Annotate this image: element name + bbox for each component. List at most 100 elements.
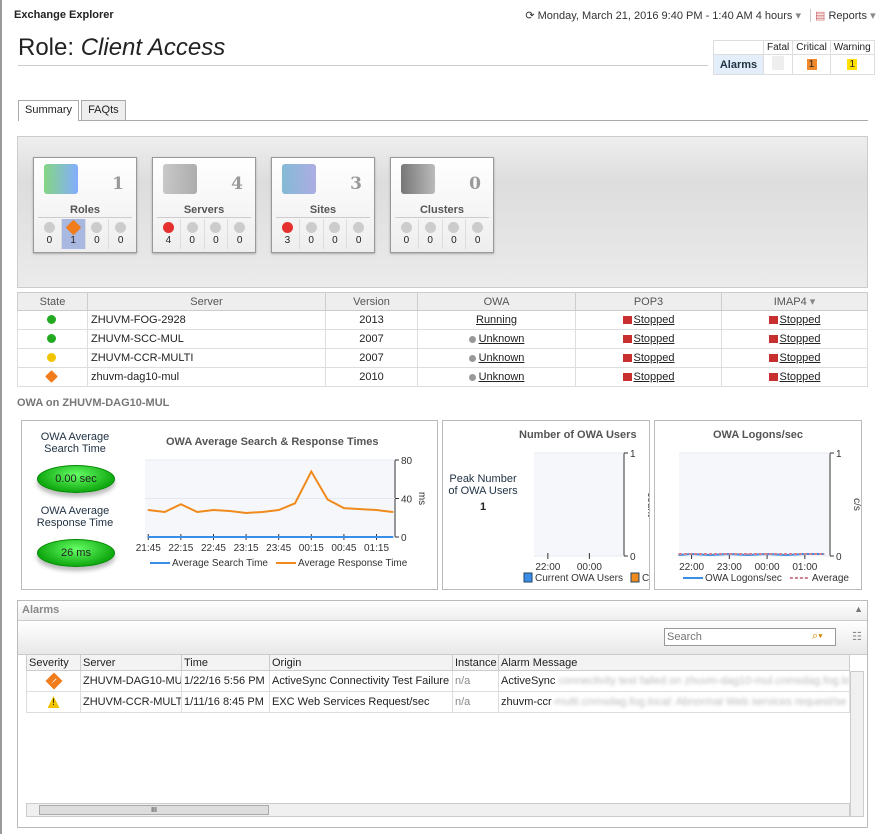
- pop3-status[interactable]: Stopped: [575, 367, 722, 387]
- tile-roles[interactable]: 1 Roles 0 1 0 0: [33, 157, 137, 253]
- tile-clusters[interactable]: 0 Clusters 0 0 0 0: [390, 157, 494, 253]
- server-name[interactable]: ZHUVM-FOG-2928: [87, 310, 326, 330]
- col-server[interactable]: Server: [80, 654, 182, 671]
- data-point: [785, 553, 787, 555]
- tile-sites[interactable]: 3 Sites 3 0 0 0: [271, 157, 375, 253]
- tile-state-normal[interactable]: 0: [228, 219, 251, 249]
- imap4-link[interactable]: Stopped: [779, 371, 821, 383]
- ok-state-icon: [46, 315, 56, 324]
- column-options-icon[interactable]: ☷: [852, 631, 862, 643]
- owa-status[interactable]: Unknown: [417, 367, 576, 387]
- data-point: [747, 553, 750, 555]
- state-count: 3: [284, 235, 291, 246]
- pop3-link[interactable]: Stopped: [633, 371, 675, 383]
- fatal-icon: [162, 222, 174, 233]
- col-pop3[interactable]: POP3: [575, 292, 722, 311]
- y-tick-label: 40: [401, 495, 413, 506]
- pop3-link[interactable]: Stopped: [633, 352, 675, 364]
- imap4-status[interactable]: Stopped: [721, 348, 868, 368]
- col-time[interactable]: Time: [181, 654, 270, 671]
- server-row[interactable]: ZHUVM-SCC-MUL 2007 Unknown Stopped Stopp…: [17, 329, 868, 349]
- tile-servers[interactable]: 4 Servers 4 0 0 0: [152, 157, 256, 253]
- tile-state-fatal[interactable]: 0: [38, 219, 62, 249]
- imap4-link[interactable]: Stopped: [779, 314, 821, 326]
- vertical-scrollbar[interactable]: [850, 671, 864, 817]
- pop3-status[interactable]: Stopped: [575, 348, 722, 368]
- tile-state-warning[interactable]: 0: [86, 219, 110, 249]
- y-axis-label: count: [645, 492, 650, 517]
- alarm-origin: EXC Web Services Request/sec: [269, 691, 453, 713]
- search-time-gauge: 0.00 sec: [37, 465, 115, 493]
- imap4-link[interactable]: Stopped: [779, 333, 821, 345]
- pop3-link[interactable]: Stopped: [633, 314, 675, 326]
- search-icon[interactable]: ⌕▾: [812, 630, 823, 642]
- owa-link[interactable]: Unknown: [478, 333, 525, 345]
- tile-state-critical[interactable]: 0: [419, 219, 443, 249]
- critical-count[interactable]: 1: [792, 54, 831, 75]
- alarm-row[interactable]: ! ZHUVM-CCR-MULTI 1/11/16 8:45 PM EXC We…: [26, 691, 850, 713]
- col-alarm-message[interactable]: Alarm Message: [498, 654, 850, 671]
- owa-link[interactable]: Running: [476, 314, 517, 326]
- reports-button[interactable]: ▤ Reports ▾: [810, 9, 876, 22]
- pop3-link[interactable]: Stopped: [633, 333, 675, 345]
- tile-state-normal[interactable]: 0: [347, 219, 370, 249]
- data-point: [326, 536, 329, 538]
- owa-link[interactable]: Unknown: [478, 371, 525, 383]
- fatal-count[interactable]: [762, 54, 794, 75]
- search-input[interactable]: [664, 628, 836, 646]
- legend-label: Current OWA Users: [535, 573, 623, 584]
- pop3-status[interactable]: Stopped: [575, 310, 722, 330]
- tile-state-warning[interactable]: 0: [205, 219, 229, 249]
- server-row[interactable]: ZHUVM-FOG-2928 2013 Running Stopped Stop…: [17, 310, 868, 330]
- col-version[interactable]: Version: [325, 292, 418, 311]
- tile-state-critical[interactable]: 0: [300, 219, 324, 249]
- scroll-thumb[interactable]: III: [39, 805, 269, 815]
- col-severity[interactable]: Severity: [26, 654, 81, 671]
- tile-state-normal[interactable]: 0: [466, 219, 489, 249]
- chart-title: OWA Logons/sec: [713, 429, 804, 441]
- owa-times-panel: OWA Average Search Time 0.00 sec OWA Ave…: [21, 420, 438, 590]
- tile-state-critical[interactable]: 0: [181, 219, 205, 249]
- imap4-status[interactable]: Stopped: [721, 329, 868, 349]
- peak-users-value: 1: [479, 501, 487, 513]
- severity-cell: !: [26, 670, 81, 692]
- imap4-status[interactable]: Stopped: [721, 310, 868, 330]
- owa-status[interactable]: Unknown: [417, 329, 576, 349]
- col-origin[interactable]: Origin: [269, 654, 453, 671]
- reports-label: Reports: [828, 10, 867, 22]
- owa-status[interactable]: Unknown: [417, 348, 576, 368]
- owa-link[interactable]: Unknown: [478, 352, 525, 364]
- tab-faqts[interactable]: FAQts: [81, 100, 126, 120]
- tile-state-normal[interactable]: 0: [109, 219, 132, 249]
- col-instance[interactable]: Instance: [452, 654, 499, 671]
- col-imap4[interactable]: IMAP4 ▾: [721, 292, 868, 311]
- tile-state-fatal[interactable]: 0: [395, 219, 419, 249]
- alarm-server: ZHUVM-CCR-MULTI: [80, 691, 182, 713]
- horizontal-scrollbar[interactable]: III: [26, 803, 850, 817]
- owa-status[interactable]: Running: [417, 310, 576, 330]
- server-name[interactable]: zhuvm-dag10-mul: [87, 367, 326, 387]
- col-owa[interactable]: OWA: [417, 292, 576, 311]
- warning-count[interactable]: 1: [829, 54, 875, 75]
- col-state[interactable]: State: [17, 292, 88, 311]
- alarms-toolbar: ⌕▾ ☷: [18, 621, 867, 655]
- tile-state-warning[interactable]: 0: [324, 219, 348, 249]
- server-name[interactable]: ZHUVM-CCR-MULTI: [87, 348, 326, 368]
- tile-state-critical[interactable]: 1: [61, 219, 86, 249]
- server-row[interactable]: ZHUVM-CCR-MULTI 2007 Unknown Stopped Sto…: [17, 348, 868, 368]
- tile-state-fatal[interactable]: 4: [157, 219, 181, 249]
- alarm-row[interactable]: ! ZHUVM-DAG10-MUL 1/22/16 5:56 PM Active…: [26, 670, 850, 692]
- pop3-status[interactable]: Stopped: [575, 329, 722, 349]
- time-range-selector[interactable]: ⟳ Monday, March 21, 2016 9:40 PM - 1:40 …: [525, 9, 801, 22]
- data-point: [228, 510, 231, 512]
- col-server[interactable]: Server: [87, 292, 326, 311]
- imap4-link[interactable]: Stopped: [779, 352, 821, 364]
- collapse-icon[interactable]: ▲: [854, 604, 863, 614]
- imap4-status[interactable]: Stopped: [721, 367, 868, 387]
- server-name[interactable]: ZHUVM-SCC-MUL: [87, 329, 326, 349]
- tab-summary[interactable]: Summary: [18, 100, 80, 121]
- tile-state-fatal[interactable]: 3: [276, 219, 300, 249]
- data-point: [766, 553, 768, 555]
- server-row[interactable]: zhuvm-dag10-mul 2010 Unknown Stopped Sto…: [17, 367, 868, 387]
- tile-state-warning[interactable]: 0: [443, 219, 467, 249]
